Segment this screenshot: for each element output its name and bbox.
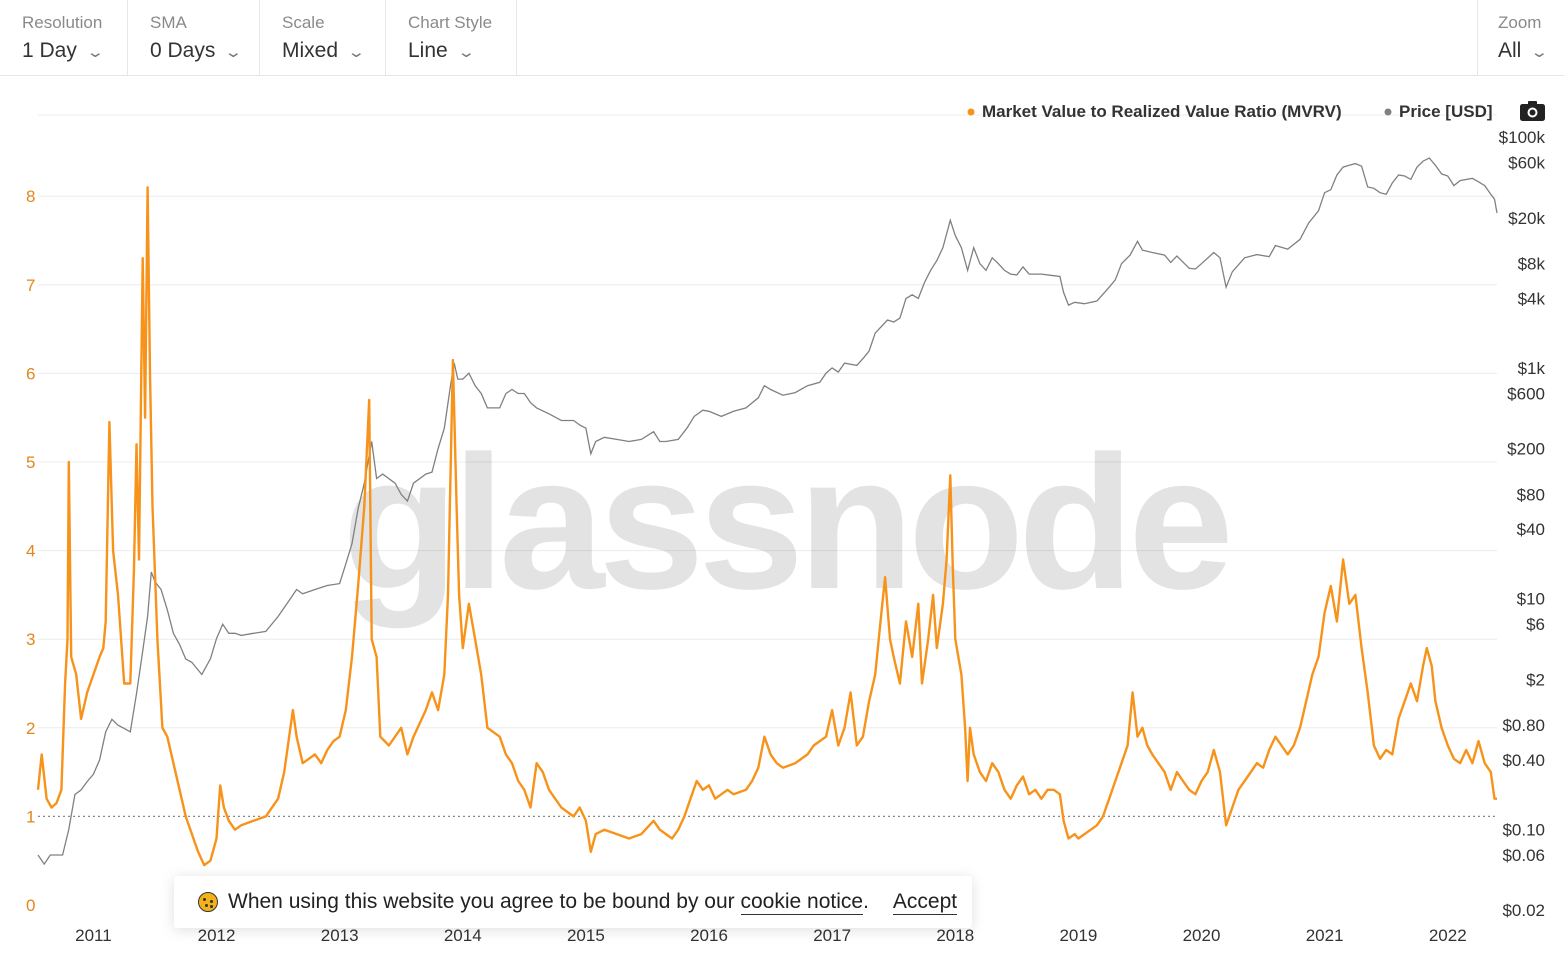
left-tick-label: 4 xyxy=(26,542,35,561)
chart-style-label: Chart Style xyxy=(408,13,493,32)
cookie-icon xyxy=(198,892,218,912)
zoom-label: Zoom xyxy=(1498,13,1542,32)
x-axis: 2011 2012 2013 2014 2015 2016 2017 2018 2019 2020… xyxy=(75,926,1467,945)
left-tick-label: 2 xyxy=(26,719,35,738)
x-tick-label: 2014 xyxy=(444,926,482,945)
chevron-down-icon: ⌄ xyxy=(1530,44,1550,61)
right-tick-label: $10 xyxy=(1517,590,1545,609)
camera-icon[interactable] xyxy=(1520,101,1545,121)
right-tick-label: $600 xyxy=(1507,384,1545,403)
cookie-notice-link[interactable]: cookie notice xyxy=(740,889,864,915)
sma-dropdown[interactable]: SMA 0 Days ⌄ xyxy=(128,0,260,75)
accept-button[interactable]: Accept xyxy=(892,889,958,915)
x-tick-label: 2011 xyxy=(75,926,112,945)
chart-toolbar: Resolution 1 Day ⌄ SMA 0 Days ⌄ Scale Mixe… xyxy=(0,0,1564,76)
scale-label: Scale xyxy=(282,13,325,32)
left-tick-label: 0 xyxy=(26,896,35,915)
chevron-down-icon: ⌄ xyxy=(456,44,476,61)
x-tick-label: 2013 xyxy=(321,926,359,945)
x-tick-label: 2019 xyxy=(1059,926,1097,945)
left-tick-label: 3 xyxy=(26,630,35,649)
x-tick-label: 2016 xyxy=(690,926,728,945)
chevron-down-icon: ⌄ xyxy=(85,44,105,61)
left-tick-label: 6 xyxy=(26,364,35,383)
right-tick-label: $60k xyxy=(1508,154,1545,173)
chart-style-dropdown[interactable]: Chart Style Line ⌄ xyxy=(386,0,517,75)
right-tick-label: $40 xyxy=(1517,520,1545,539)
right-tick-label: $6 xyxy=(1526,615,1545,634)
legend-marker-mvrv xyxy=(967,108,975,116)
sma-label: SMA xyxy=(150,13,187,32)
x-tick-label: 2022 xyxy=(1429,926,1467,945)
right-tick-label: $0.10 xyxy=(1502,820,1545,839)
left-axis: 0 1 2 3 4 5 6 7 8 xyxy=(26,187,35,915)
x-tick-label: 2017 xyxy=(813,926,851,945)
zoom-dropdown[interactable]: Zoom All ⌄ xyxy=(1477,0,1564,75)
mvrv-series-line xyxy=(36,186,1497,867)
right-tick-label: $0.06 xyxy=(1502,846,1545,865)
watermark: glassnode xyxy=(342,417,1228,629)
right-tick-label: $80 xyxy=(1517,485,1545,504)
chevron-down-icon: ⌄ xyxy=(224,44,244,61)
x-tick-label: 2012 xyxy=(198,926,236,945)
right-tick-label: $8k xyxy=(1518,255,1546,274)
legend: Market Value to Realized Value Ratio (MV… xyxy=(967,102,1493,121)
left-tick-label: 8 xyxy=(26,187,35,206)
right-tick-label: $0.40 xyxy=(1502,751,1545,770)
legend-mvrv[interactable]: Market Value to Realized Value Ratio (MV… xyxy=(982,102,1342,121)
left-tick-label: 5 xyxy=(26,453,35,472)
right-axis: $100k $60k $20k $8k $4k $1k $600 $200 $80 $40 $10 $… xyxy=(1499,128,1546,920)
cookie-text: When using this website you agree to be … xyxy=(228,890,735,913)
right-tick-label: $4k xyxy=(1518,289,1546,308)
x-tick-label: 2021 xyxy=(1306,926,1344,945)
legend-marker-price xyxy=(1384,108,1392,116)
scale-dropdown[interactable]: Scale Mixed ⌄ xyxy=(260,0,386,75)
right-tick-label: $2 xyxy=(1526,670,1545,689)
resolution-dropdown[interactable]: Resolution 1 Day ⌄ xyxy=(0,0,128,75)
right-tick-label: $0.80 xyxy=(1502,716,1545,735)
right-tick-label: $20k xyxy=(1508,209,1545,228)
x-tick-label: 2018 xyxy=(936,926,974,945)
scale-value: Mixed xyxy=(282,39,339,62)
chart-style-value: Line xyxy=(408,39,448,62)
gridlines xyxy=(38,114,1497,729)
right-tick-label: $100k xyxy=(1499,128,1546,147)
x-tick-label: 2015 xyxy=(567,926,605,945)
cookie-banner: When using this website you agree to be … xyxy=(174,876,972,928)
resolution-value: 1 Day xyxy=(22,39,77,62)
right-tick-label: $0.02 xyxy=(1502,901,1545,920)
right-tick-label: $200 xyxy=(1507,440,1545,459)
resolution-label: Resolution xyxy=(22,13,103,32)
sma-value: 0 Days xyxy=(150,39,216,62)
cookie-text-end: . xyxy=(863,890,869,913)
legend-price[interactable]: Price [USD] xyxy=(1399,102,1493,121)
x-tick-label: 2020 xyxy=(1183,926,1221,945)
zoom-value: All xyxy=(1498,39,1522,62)
left-tick-label: 7 xyxy=(26,276,35,295)
right-tick-label: $1k xyxy=(1518,359,1546,378)
chevron-down-icon: ⌄ xyxy=(346,44,366,61)
left-tick-label: 1 xyxy=(26,807,35,826)
price-series-line xyxy=(37,157,1498,866)
